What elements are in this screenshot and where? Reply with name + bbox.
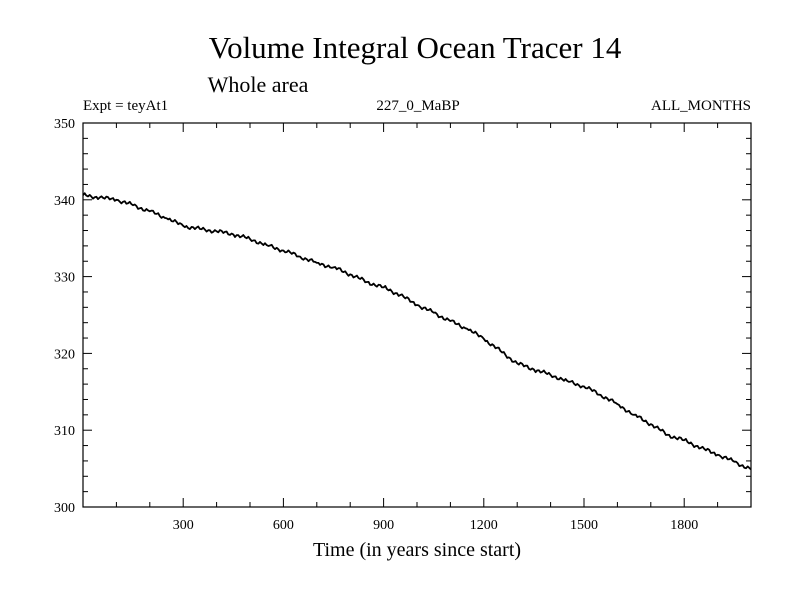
x-tick-label: 900 [373, 518, 394, 533]
y-tick-label: 300 [54, 501, 75, 516]
x-axis-label: Time (in years since start) [313, 539, 521, 561]
plot-frame [82, 122, 752, 508]
x-tick-labels: 300 600 900 1200 1500 1800 [173, 518, 699, 533]
y-tick-label: 330 [54, 271, 75, 286]
chart-title: Volume Integral Ocean Tracer 14 [209, 30, 622, 65]
series-line [82, 192, 752, 471]
y-tick-labels: 300 310 320 330 340 350 [54, 117, 75, 516]
x-tick-label: 300 [173, 518, 194, 533]
run-label: 227_0_MaBP [376, 98, 459, 114]
y-tick-label: 320 [54, 347, 75, 362]
y-tick-label: 340 [54, 194, 75, 209]
y-tick-label: 310 [54, 424, 75, 439]
chart-subtitle: Whole area [208, 72, 309, 97]
x-tick-label: 1500 [570, 518, 598, 533]
x-tick-label: 1800 [670, 518, 698, 533]
experiment-label: Expt = teyAt1 [83, 98, 168, 114]
x-tick-label: 600 [273, 518, 294, 533]
period-label: ALL_MONTHS [651, 98, 751, 114]
axis-ticks [83, 123, 751, 507]
x-tick-label: 1200 [470, 518, 498, 533]
y-tick-label: 350 [54, 117, 75, 132]
